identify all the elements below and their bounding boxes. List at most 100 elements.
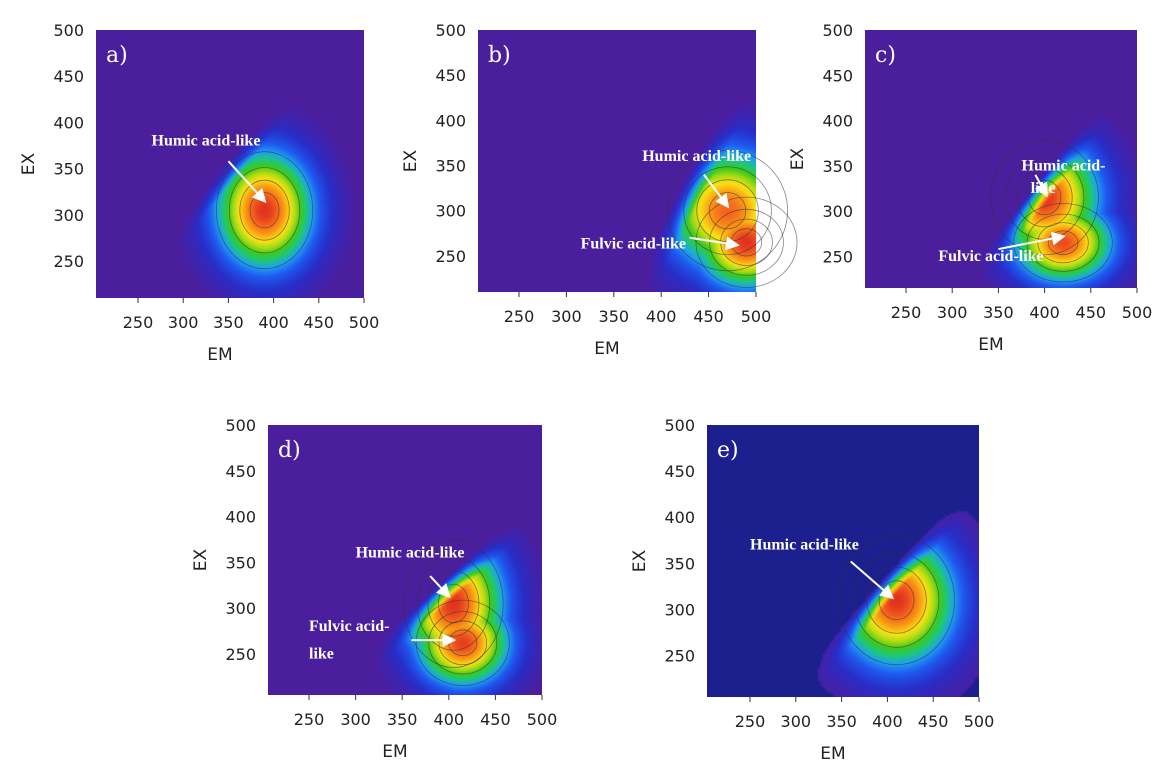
contour-line (438, 620, 488, 666)
x-tick-label: 400 (646, 307, 677, 326)
y-tick-label: 450 (435, 66, 466, 85)
y-axis-title: EX (191, 548, 211, 571)
x-tick-label: 500 (527, 710, 558, 729)
annotation-label: Humic acid-like (750, 536, 859, 553)
y-axis-title: EX (630, 549, 650, 572)
x-tick-label: 350 (826, 712, 857, 731)
x-tick-label: 500 (964, 712, 995, 731)
y-tick-label: 300 (225, 599, 256, 618)
x-tick-label: 400 (434, 710, 465, 729)
annotation-label: Humic acid-like (152, 133, 261, 150)
y-tick-label: 250 (53, 252, 84, 271)
y-tick-label: 500 (435, 21, 466, 40)
annotation-arrow (998, 231, 1066, 251)
contour-line (866, 566, 927, 634)
x-tick-label: 350 (387, 710, 418, 729)
panel-label: a) (106, 43, 128, 68)
contour-line (228, 167, 301, 254)
x-tick-label: 400 (872, 712, 903, 731)
eem-heatmap (865, 30, 1137, 288)
x-tick-label: 400 (258, 313, 289, 332)
y-tick-label: 350 (225, 553, 256, 572)
contour-line (428, 611, 498, 675)
y-tick-label: 300 (53, 206, 84, 225)
x-axis-title: EM (382, 742, 407, 762)
contour-line (683, 166, 772, 256)
y-tick-label: 400 (53, 113, 84, 132)
panel-label: d) (278, 438, 301, 463)
contour-line (709, 208, 784, 276)
y-tick-label: 300 (435, 202, 466, 221)
contour-line (1047, 230, 1079, 255)
y-tick-label: 450 (225, 462, 256, 481)
annotation-label: Humic acid-like (356, 545, 465, 562)
annotation-label: Fulvic acid- (309, 618, 389, 635)
y-tick-label: 350 (435, 157, 466, 176)
annotation-arrow (703, 173, 730, 209)
x-tick-label: 400 (1029, 303, 1060, 322)
eem-panel-a: 250 300 350 400 450 500 250 300 350 400 450 500 EM EX… (19, 21, 379, 365)
y-tick-label: 450 (664, 462, 695, 481)
x-tick-label: 500 (1122, 303, 1153, 322)
eem-panel-e: 250 300 350 400 450 500 250 300 350 400 450 500 EM EX… (630, 416, 994, 764)
x-tick-label: 300 (340, 710, 371, 729)
y-tick-label: 300 (664, 600, 695, 619)
y-axis-title: EX (19, 152, 39, 175)
eem-panel-c: 250 300 350 400 450 500 250 300 350 400 450 500 EM EX… (788, 21, 1152, 355)
x-axis-title: EM (207, 345, 232, 365)
annotation-label: like (309, 645, 334, 662)
annotation-arrow (429, 575, 451, 599)
x-tick-label: 300 (551, 307, 582, 326)
y-tick-label: 350 (664, 554, 695, 573)
x-tick-label: 300 (168, 313, 199, 332)
y-tick-label: 250 (822, 247, 853, 266)
y-tick-label: 350 (53, 160, 84, 179)
contour-line (1016, 167, 1073, 228)
x-tick-label: 350 (213, 313, 244, 332)
panels: 250 300 350 400 450 500 250 300 350 400 450 500 EM EX… (19, 21, 1152, 764)
x-tick-label: 450 (1076, 303, 1107, 322)
y-tick-label: 500 (822, 21, 853, 40)
contour-line (853, 552, 940, 648)
eem-panel-b: 250 300 350 400 450 500 250 300 350 400 450 500 EM EX… (401, 21, 798, 359)
x-tick-label: 450 (304, 313, 335, 332)
contour-line (990, 139, 1099, 256)
eem-heatmap (707, 425, 979, 697)
x-axis-title: EM (594, 339, 619, 359)
y-axis-title: EX (401, 149, 421, 172)
contour-line (239, 179, 290, 241)
panel-label: c) (875, 43, 896, 68)
contour-line (1037, 222, 1089, 264)
y-tick-label: 250 (664, 647, 695, 666)
eem-heatmap (478, 30, 756, 292)
x-tick-label: 450 (918, 712, 949, 731)
y-tick-label: 400 (435, 111, 466, 130)
contour-line (403, 539, 504, 668)
y-tick-label: 400 (225, 508, 256, 527)
y-tick-label: 500 (53, 21, 84, 40)
contour-line (709, 192, 747, 230)
x-tick-label: 250 (123, 313, 154, 332)
y-tick-label: 250 (225, 645, 256, 664)
x-tick-label: 250 (735, 712, 766, 731)
contour-line (878, 580, 915, 621)
y-tick-label: 250 (435, 247, 466, 266)
annotation-arrow (1034, 174, 1048, 198)
y-axis-title: EX (788, 147, 808, 170)
contour-line (416, 556, 491, 651)
x-tick-label: 300 (937, 303, 968, 322)
x-axis-title: EM (820, 744, 845, 764)
x-tick-label: 250 (891, 303, 922, 322)
contour-line (695, 196, 798, 288)
x-tick-label: 300 (781, 712, 812, 731)
y-tick-label: 400 (664, 508, 695, 527)
annotation-arrow (689, 236, 740, 251)
annotation-label: Humic acid-like (642, 148, 751, 165)
x-tick-label: 350 (983, 303, 1014, 322)
x-tick-label: 250 (294, 710, 325, 729)
panel-label: b) (488, 43, 511, 68)
x-axis-title: EM (978, 335, 1003, 355)
annotation-label: Fulvic acid-like (938, 248, 1043, 265)
y-tick-label: 450 (822, 66, 853, 85)
